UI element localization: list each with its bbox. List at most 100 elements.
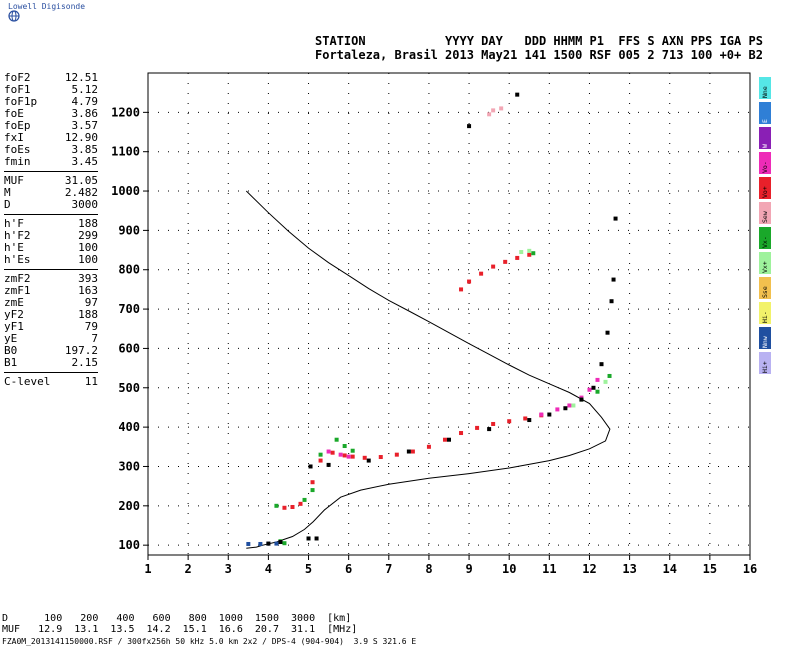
x-tick-label: 16 bbox=[743, 562, 757, 576]
echo-point bbox=[475, 425, 480, 430]
param-label: fmin bbox=[4, 155, 31, 168]
param-value: 163 bbox=[78, 284, 98, 297]
param-value: 3000 bbox=[71, 198, 99, 211]
param-row: M 2.482 bbox=[4, 187, 98, 199]
muf-unit: [MHz] bbox=[315, 624, 358, 635]
echo-point bbox=[350, 454, 355, 459]
param-row: h'F 188 bbox=[4, 218, 98, 230]
station-header-line2: Fortaleza, Brasil 2013 May21 141 1500 RS… bbox=[315, 48, 763, 62]
echo-point bbox=[527, 248, 532, 253]
param-row: foF1 5.12 bbox=[4, 84, 98, 96]
legend-label: Vo+ bbox=[761, 186, 769, 198]
muf-value: 15.1 bbox=[170, 624, 207, 635]
distance-unit: [km] bbox=[315, 613, 352, 624]
echo-series bbox=[274, 251, 612, 546]
legend-swatch: Nne bbox=[759, 77, 771, 99]
param-value: 3.85 bbox=[71, 143, 99, 156]
param-row: zmF1 163 bbox=[4, 285, 98, 297]
x-tick-label: 6 bbox=[345, 562, 352, 576]
distance-label: D bbox=[2, 613, 27, 624]
param-separator bbox=[4, 214, 98, 215]
distance-value: 3000 bbox=[278, 613, 316, 624]
echo-point bbox=[282, 541, 287, 546]
echo-point bbox=[539, 412, 544, 417]
y-tick-label: 800 bbox=[118, 263, 140, 277]
echo-point bbox=[467, 279, 472, 284]
echo-point bbox=[406, 449, 411, 454]
param-value: 100 bbox=[78, 241, 98, 254]
y-tick-label: 100 bbox=[118, 538, 140, 552]
x-tick-label: 3 bbox=[225, 562, 232, 576]
param-value: 393 bbox=[78, 272, 98, 285]
y-tick-label: 200 bbox=[118, 499, 140, 513]
echo-point bbox=[613, 216, 618, 221]
echo-point bbox=[447, 437, 451, 442]
distance-value: 1500 bbox=[242, 613, 279, 624]
echo-point bbox=[491, 421, 496, 426]
electron-density-profile bbox=[245, 190, 611, 549]
distance-value: 1000 bbox=[206, 613, 243, 624]
echo-point bbox=[282, 505, 287, 510]
param-label: foF1 bbox=[4, 83, 31, 96]
echo-point bbox=[318, 452, 323, 457]
param-row: h'E 100 bbox=[4, 242, 98, 254]
param-label: D bbox=[4, 198, 11, 211]
station-header-line1: STATION YYYY DAY DDD HHMM P1 FFS S AXN P… bbox=[315, 34, 763, 48]
param-separator bbox=[4, 372, 98, 373]
muf-value: 13.5 bbox=[98, 624, 135, 635]
x-tick-label: 4 bbox=[265, 562, 272, 576]
legend-swatch: Vo- bbox=[759, 152, 771, 174]
echo-point bbox=[603, 379, 608, 384]
echo-series bbox=[266, 92, 618, 546]
echo-point bbox=[555, 407, 560, 412]
legend-swatch: Sew bbox=[759, 202, 771, 224]
echo-point bbox=[278, 540, 283, 545]
param-value: 188 bbox=[78, 217, 98, 230]
x-tick-label: 5 bbox=[305, 562, 312, 576]
echo-point bbox=[595, 389, 600, 394]
param-label: foEs bbox=[4, 143, 31, 156]
echo-point bbox=[487, 112, 492, 117]
polarization-legend: Nne E W Vo- Vo+ Sew Vx- Vx+ Sse Hi- Nnw Hi+ bbox=[759, 77, 771, 377]
legend-label: E bbox=[761, 119, 769, 123]
param-value: 5.12 bbox=[71, 83, 99, 96]
echo-point bbox=[567, 403, 572, 408]
echo-point bbox=[515, 92, 520, 97]
echo-point bbox=[326, 462, 331, 467]
footer-info: FZA0M_2013141150000.RSF / 300fx256h 50 k… bbox=[2, 637, 417, 646]
legend-label: Nne bbox=[761, 86, 769, 98]
param-row: zmF2 393 bbox=[4, 273, 98, 285]
echo-point bbox=[491, 108, 496, 113]
param-label: B1 bbox=[4, 356, 18, 369]
echo-point bbox=[507, 419, 512, 424]
axes: 1 2 3 4 5 6 7 8 9 10 11 12 13 14 15 1610020030040050060… bbox=[111, 72, 757, 576]
legend-swatch: Hi- bbox=[759, 302, 771, 324]
echo-point bbox=[314, 536, 319, 541]
echo-point bbox=[609, 299, 614, 304]
y-tick-label: 1000 bbox=[111, 184, 140, 198]
param-row: foEs 3.85 bbox=[4, 144, 98, 156]
param-row: yE 7 bbox=[4, 333, 98, 345]
param-row: fxI 12.90 bbox=[4, 132, 98, 144]
echo-series bbox=[326, 377, 600, 459]
echo-point bbox=[394, 452, 399, 457]
echo-point bbox=[547, 412, 552, 417]
globe-icon bbox=[8, 10, 20, 22]
param-label: foEp bbox=[4, 119, 31, 132]
echo-point bbox=[459, 431, 464, 436]
param-row: foF1p 4.79 bbox=[4, 96, 98, 108]
param-row: h'Es 100 bbox=[4, 254, 98, 266]
param-row: zmE 97 bbox=[4, 297, 98, 309]
echo-point bbox=[571, 403, 576, 408]
legend-swatch: Hi+ bbox=[759, 352, 771, 374]
x-tick-label: 9 bbox=[465, 562, 472, 576]
legend-label: Hi+ bbox=[761, 361, 769, 373]
param-value: 12.51 bbox=[64, 71, 98, 84]
legend-swatch: Nnw bbox=[759, 327, 771, 349]
param-label: h'E bbox=[4, 241, 24, 254]
legend-label: Nnw bbox=[761, 336, 769, 348]
echo-point bbox=[346, 454, 351, 459]
echo-point bbox=[605, 330, 610, 335]
y-tick-label: 400 bbox=[118, 420, 140, 434]
legend-label: Vo- bbox=[761, 161, 769, 173]
